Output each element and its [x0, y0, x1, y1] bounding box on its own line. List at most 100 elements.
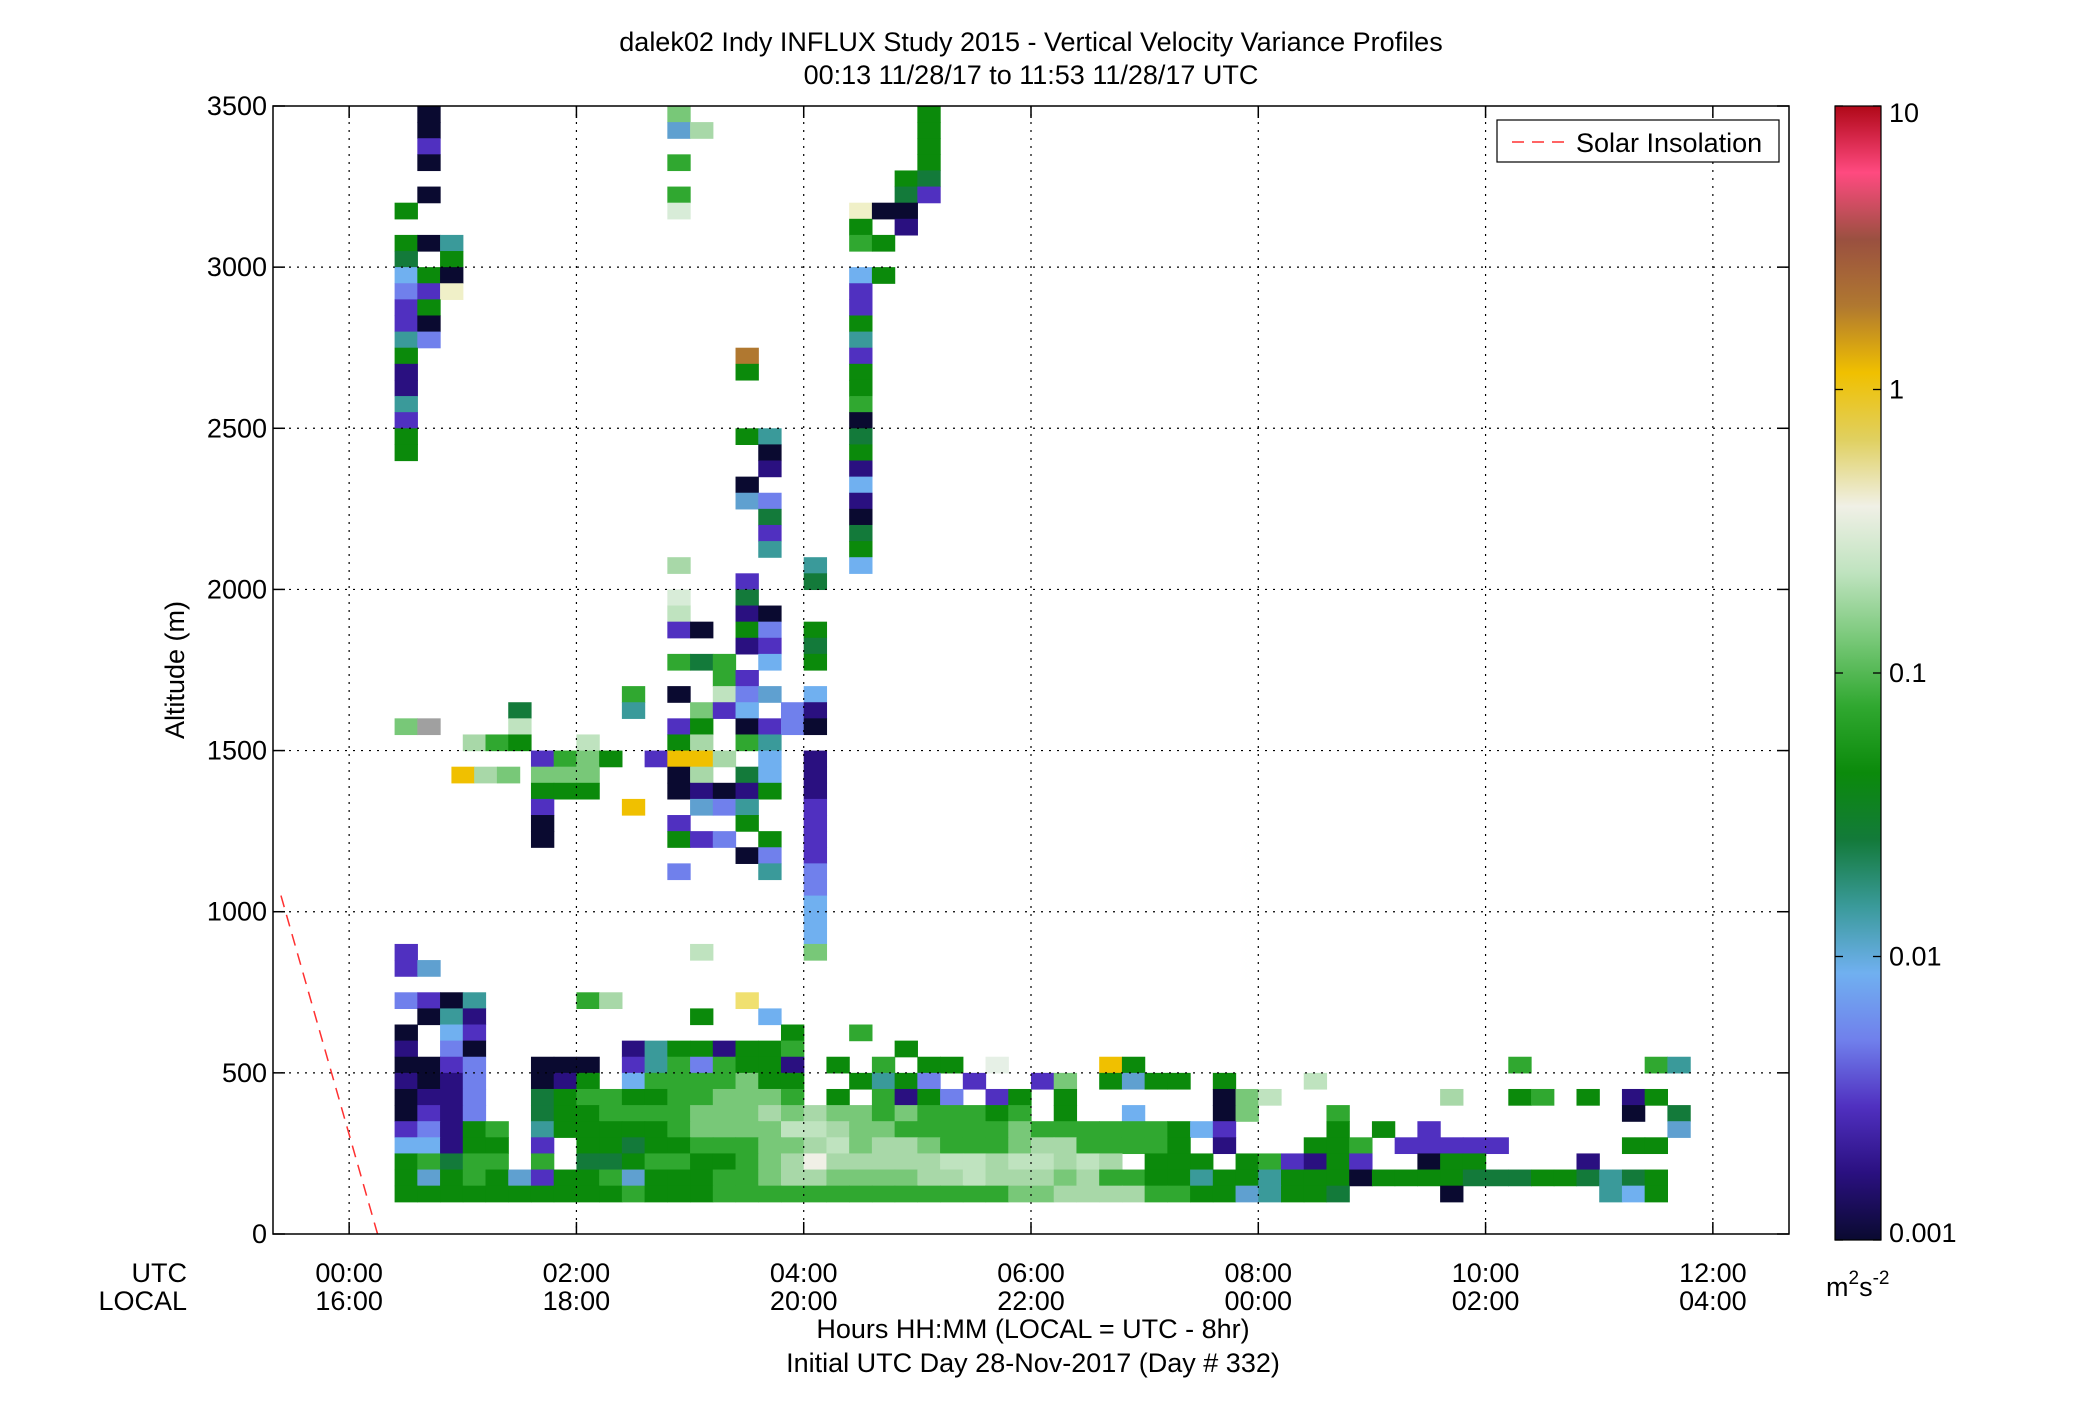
heatmap-cell [803, 766, 828, 784]
heatmap-cell [1212, 1185, 1237, 1203]
heatmap-cell [940, 1088, 964, 1106]
heatmap-cell [667, 718, 691, 736]
heatmap-cell [394, 444, 418, 462]
heatmap-cell [1008, 1137, 1032, 1155]
heatmap-cell [1235, 1169, 1259, 1187]
heatmap-cell [1076, 1153, 1100, 1171]
heatmap-cell [1667, 1105, 1691, 1122]
heatmap-cell [1167, 1072, 1191, 1090]
heatmap-cell [735, 605, 759, 623]
heatmap-cell [1167, 1169, 1191, 1187]
x-tick-label-utc: 02:00 [543, 1258, 611, 1288]
heatmap-cell [1462, 1153, 1487, 1171]
heatmap-cell [735, 1153, 759, 1171]
heatmap-cell [803, 557, 828, 574]
heatmap-cell [1417, 1153, 1441, 1171]
heatmap-cell [962, 1137, 987, 1155]
heatmap-cell [440, 1040, 464, 1058]
colorbar-ticks: 0.001 0.01 0.1 1 10 [1835, 98, 1957, 1248]
heatmap-cell [780, 1169, 805, 1187]
heatmap-cell [1440, 1153, 1464, 1171]
heatmap-cell [1053, 1137, 1078, 1155]
colorbar-tick-label: 10 [1889, 98, 1919, 128]
heatmap-cell [667, 1088, 691, 1106]
heatmap-cell [667, 1153, 691, 1171]
heatmap-cell [394, 234, 418, 252]
heatmap-cell [1031, 1153, 1055, 1171]
heatmap-cell [758, 428, 782, 445]
heatmap-cell [1008, 1105, 1032, 1122]
heatmap-cell [530, 798, 555, 816]
heatmap-cell [485, 1169, 509, 1187]
heatmap-cell [621, 1088, 646, 1106]
heatmap-cell [1167, 1121, 1191, 1138]
heatmap-cell [1099, 1072, 1123, 1090]
heatmap-cell [394, 379, 418, 397]
heatmap-cell [508, 718, 532, 736]
heatmap-cell [599, 1137, 623, 1155]
heatmap-cell [758, 782, 782, 800]
heatmap-cell [667, 106, 691, 123]
heatmap-cell [1281, 1153, 1305, 1171]
heatmap-cell [758, 1121, 782, 1138]
x-tick-label-local: 04:00 [1679, 1286, 1747, 1316]
heatmap-cell [894, 170, 918, 188]
heatmap-cell [1099, 1153, 1123, 1171]
heatmap-cell [712, 1169, 737, 1187]
heatmap-cell [1008, 1169, 1032, 1187]
heatmap-cell [496, 766, 521, 784]
heatmap-cell [440, 1121, 464, 1138]
heatmap-cell [576, 1185, 600, 1203]
heatmap-cell [780, 1153, 805, 1171]
heatmap-cell [758, 718, 782, 736]
heatmap-cell [849, 412, 873, 429]
heatmap-cell [735, 1072, 759, 1090]
heatmap-cell [394, 299, 418, 317]
heatmap-cell [667, 202, 691, 220]
heatmap-cell [1644, 1185, 1668, 1203]
heatmap-cell [690, 122, 714, 139]
heatmap-cell [803, 895, 828, 913]
heatmap-cell [1621, 1169, 1646, 1187]
heatmap-cell [599, 1169, 623, 1187]
heatmap-cell [690, 621, 714, 639]
heatmap-cell [690, 798, 714, 816]
heatmap-cell [394, 1137, 418, 1155]
heatmap-cell [667, 186, 691, 204]
heatmap-cell [1212, 1121, 1237, 1138]
heatmap-cell [758, 1008, 782, 1026]
heatmap-cell [780, 1024, 805, 1042]
heatmap-cell [962, 1105, 987, 1122]
heatmap-cell [644, 1056, 668, 1074]
legend-box: Solar Insolation [1496, 119, 1780, 163]
heatmap-cell [1576, 1153, 1600, 1171]
heatmap-cell [758, 1137, 782, 1155]
heatmap-cell [462, 1169, 487, 1187]
heatmap-cell [462, 1024, 487, 1042]
heatmap-cell [917, 154, 941, 172]
heatmap-cell [417, 1056, 441, 1074]
heatmap-cell [1485, 1137, 1509, 1155]
heatmap-cell [394, 331, 418, 349]
heatmap-cell [803, 815, 828, 832]
heatmap-cell [1144, 1185, 1168, 1203]
heatmap-cell [1644, 1056, 1668, 1074]
heatmap-cell [962, 1121, 987, 1138]
heatmap-cell [690, 734, 714, 752]
heatmap-cell [1303, 1072, 1328, 1090]
heatmap-cell [553, 1072, 578, 1090]
heatmap-cell [417, 1169, 441, 1187]
heatmap-cell [667, 1040, 691, 1058]
heatmap-cell [644, 1040, 668, 1058]
heatmap-cell [440, 1024, 464, 1042]
heatmap-cell [1326, 1105, 1350, 1122]
heatmap-cell [894, 1185, 918, 1203]
heatmap-cell [1235, 1088, 1259, 1106]
heatmap-cell [712, 670, 737, 687]
heatmap-cell [621, 1185, 646, 1203]
heatmap-cells [394, 106, 1691, 1203]
heatmap-cell [712, 1056, 737, 1074]
heatmap-cell [1190, 1153, 1214, 1171]
heatmap-cell [644, 1137, 668, 1155]
heatmap-cell [712, 750, 737, 768]
